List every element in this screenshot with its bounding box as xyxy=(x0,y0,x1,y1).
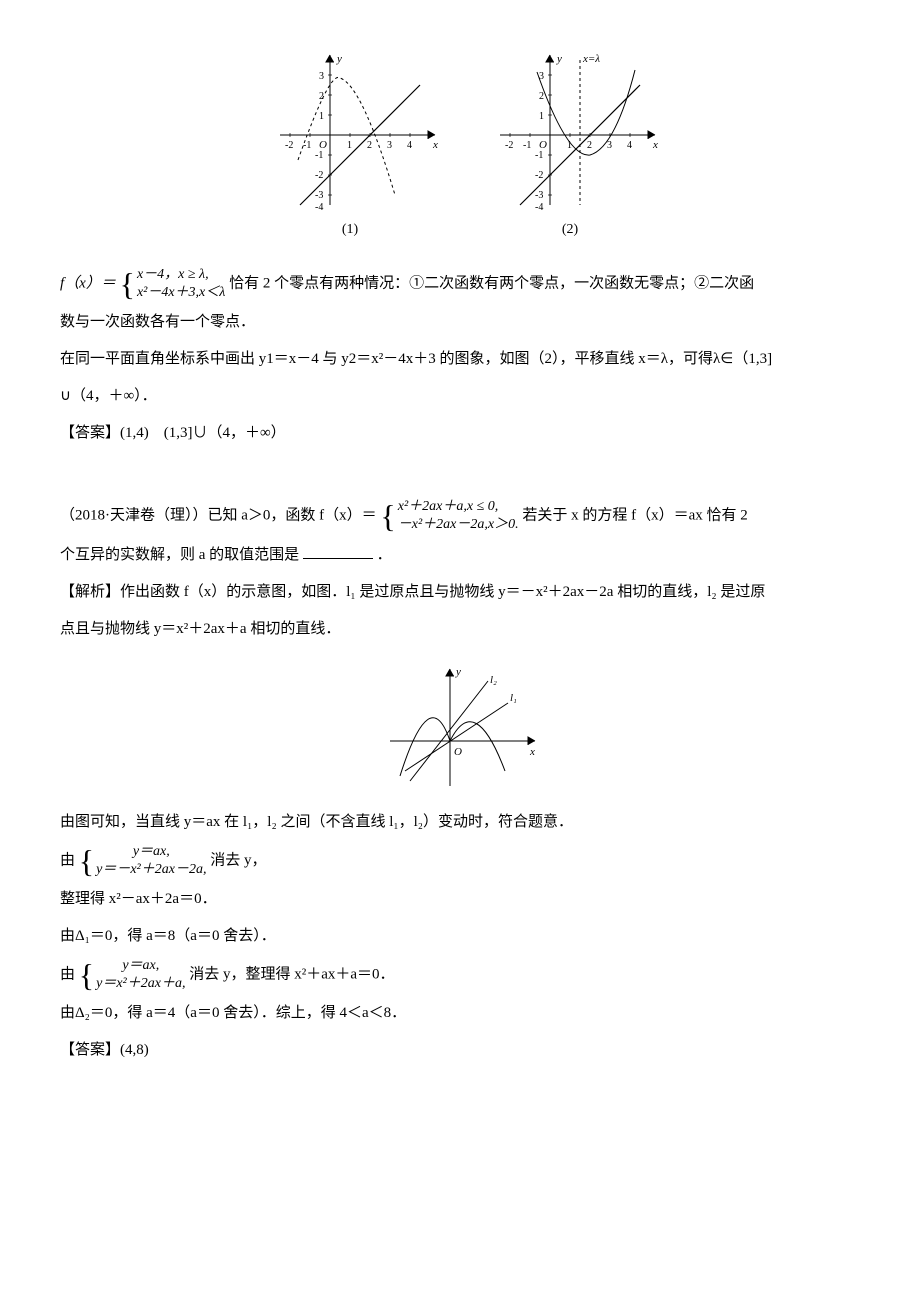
svg-text:y: y xyxy=(336,53,342,65)
p2-piece1: x²＋2ax＋a,x ≤ 0, xyxy=(398,498,519,516)
svg-text:3: 3 xyxy=(607,140,612,151)
p1-piece1: x－4，x ≥ λ, xyxy=(137,266,225,284)
figure-1: y x O -2-1 1234 123 -1-2-3-4 xyxy=(255,40,445,210)
svg-text:y: y xyxy=(455,666,461,678)
svg-text:-4: -4 xyxy=(535,202,543,210)
svg-text:-2: -2 xyxy=(505,140,513,151)
p2-answer: 【答案】(4,8) xyxy=(60,1034,860,1067)
p1-text1-line2: 数与一次函数各有一个零点． xyxy=(60,306,860,339)
p2-brace1: { x²＋2ax＋a,x ≤ 0, －x²＋2ax－2a,x＞0. xyxy=(380,498,518,534)
p1-text1: 恰有 2 个零点有两种情况：①二次函数有两个零点，一次函数无零点；②二次函 xyxy=(229,275,754,291)
p1-func-prefix: f（x）＝ xyxy=(60,275,116,291)
svg-text:-1: -1 xyxy=(535,150,543,161)
svg-text:x: x xyxy=(529,746,535,758)
p2-line2-a: 个互异的实数解，则 a 的取值范围是 xyxy=(60,547,299,563)
blank-fill xyxy=(303,544,373,559)
p2-intro-prefix: （2018·天津卷（理））已知 a＞0，函数 f（x）＝ xyxy=(60,508,377,524)
svg-text:-2: -2 xyxy=(535,170,543,181)
p2-line2: 个互异的实数解，则 a 的取值范围是 ． xyxy=(60,539,860,572)
svg-text:-3: -3 xyxy=(315,190,323,201)
p2-step1: 由图可知，当直线 y＝ax 在 l₁，l₂ 之间（不含直线 l₁，l₂）变动时，… xyxy=(60,806,860,839)
svg-text:-3: -3 xyxy=(535,190,543,201)
p1-text3: ∪（4，＋∞）． xyxy=(60,380,860,413)
p2-step2-prefix: 由 xyxy=(60,852,75,868)
svg-text:2: 2 xyxy=(587,140,592,151)
figure-2-container: y x O -2-1 1234 123 -1-2-3-4 x=λ xyxy=(475,40,665,246)
svg-text:3: 3 xyxy=(387,140,392,151)
svg-text:-2: -2 xyxy=(285,140,293,151)
svg-text:x=λ: x=λ xyxy=(582,53,600,65)
figure-row-top: y x O -2-1 1234 123 -1-2-3-4 (1) xyxy=(60,40,860,246)
p2-piece2: －x²＋2ax－2a,x＞0. xyxy=(398,516,519,534)
p2-analysis2: 点且与抛物线 y＝x²＋2ax＋a 相切的直线． xyxy=(60,613,860,646)
svg-text:4: 4 xyxy=(627,140,632,151)
p2-step5-piece2: y＝x²＋2ax＋a, xyxy=(96,975,185,993)
svg-text:l₂: l₂ xyxy=(490,674,497,686)
svg-text:4: 4 xyxy=(407,140,412,151)
svg-text:-1: -1 xyxy=(523,140,531,151)
p2-step2: 由 { y＝ax, y＝－x²＋2ax－2a, 消去 y， xyxy=(60,843,860,879)
p1-func-def: f（x）＝ { x－4，x ≥ λ, x²－4x＋3,x＜λ 恰有 2 个零点有… xyxy=(60,266,860,302)
svg-text:-1: -1 xyxy=(315,150,323,161)
p2-line2-b: ． xyxy=(377,547,392,563)
svg-text:x: x xyxy=(432,139,438,151)
svg-text:-2: -2 xyxy=(315,170,323,181)
svg-text:-4: -4 xyxy=(315,202,323,210)
p2-step5: 由 { y＝ax, y＝x²＋2ax＋a, 消去 y，整理得 x²＋ax＋a＝0… xyxy=(60,957,860,993)
svg-text:y: y xyxy=(556,53,562,65)
p1-piece2: x²－4x＋3,x＜λ xyxy=(137,284,225,302)
svg-text:2: 2 xyxy=(367,140,372,151)
svg-text:1: 1 xyxy=(347,140,352,151)
svg-text:x: x xyxy=(652,139,658,151)
p1-brace: { x－4，x ≥ λ, x²－4x＋3,x＜λ xyxy=(120,266,226,302)
figure-1-container: y x O -2-1 1234 123 -1-2-3-4 (1) xyxy=(255,40,445,246)
p2-step4: 由Δ₁＝0，得 a＝8（a＝0 舍去）． xyxy=(60,920,860,953)
p2-step2-piece2: y＝－x²＋2ax－2a, xyxy=(96,861,206,879)
p1-answer: 【答案】(1,4) (1,3]∪（4，＋∞） xyxy=(60,417,860,450)
p2-intro: （2018·天津卷（理））已知 a＞0，函数 f（x）＝ { x²＋2ax＋a,… xyxy=(60,498,860,534)
figure-3-container: y x O l₁ l₂ xyxy=(60,661,860,791)
figure-2: y x O -2-1 1234 123 -1-2-3-4 x=λ xyxy=(475,40,665,210)
p2-step6: 由Δ₂＝0，得 a＝4（a＝0 舍去）．综上，得 4＜a＜8． xyxy=(60,997,860,1030)
svg-text:1: 1 xyxy=(319,111,324,122)
svg-text:O: O xyxy=(454,746,462,758)
svg-text:l₁: l₁ xyxy=(510,692,517,704)
p2-step5-piece1: y＝ax, xyxy=(96,957,185,975)
p2-brace2: { y＝ax, y＝－x²＋2ax－2a, xyxy=(79,843,207,879)
p2-analysis1: 【解析】作出函数 f（x）的示意图，如图．l₁ 是过原点且与抛物线 y＝－x²＋… xyxy=(60,576,860,609)
figure-3: y x O l₁ l₂ xyxy=(380,661,540,791)
p2-step2-piece1: y＝ax, xyxy=(96,843,206,861)
p2-intro-suffix: 若关于 x 的方程 f（x）＝ax 恰有 2 xyxy=(522,508,747,524)
figure-2-caption: (2) xyxy=(475,215,665,246)
figure-1-caption: (1) xyxy=(255,215,445,246)
svg-text:2: 2 xyxy=(539,91,544,102)
svg-text:3: 3 xyxy=(319,71,324,82)
p2-step5-prefix: 由 xyxy=(60,967,75,983)
p2-step3: 整理得 x²－ax＋2a＝0． xyxy=(60,883,860,916)
p2-brace3: { y＝ax, y＝x²＋2ax＋a, xyxy=(79,957,186,993)
p1-text2: 在同一平面直角坐标系中画出 y1＝x－4 与 y2＝x²－4x＋3 的图象，如图… xyxy=(60,343,860,376)
p2-step2-suffix: 消去 y， xyxy=(210,852,266,868)
p2-step5-suffix: 消去 y，整理得 x²＋ax＋a＝0． xyxy=(189,967,394,983)
